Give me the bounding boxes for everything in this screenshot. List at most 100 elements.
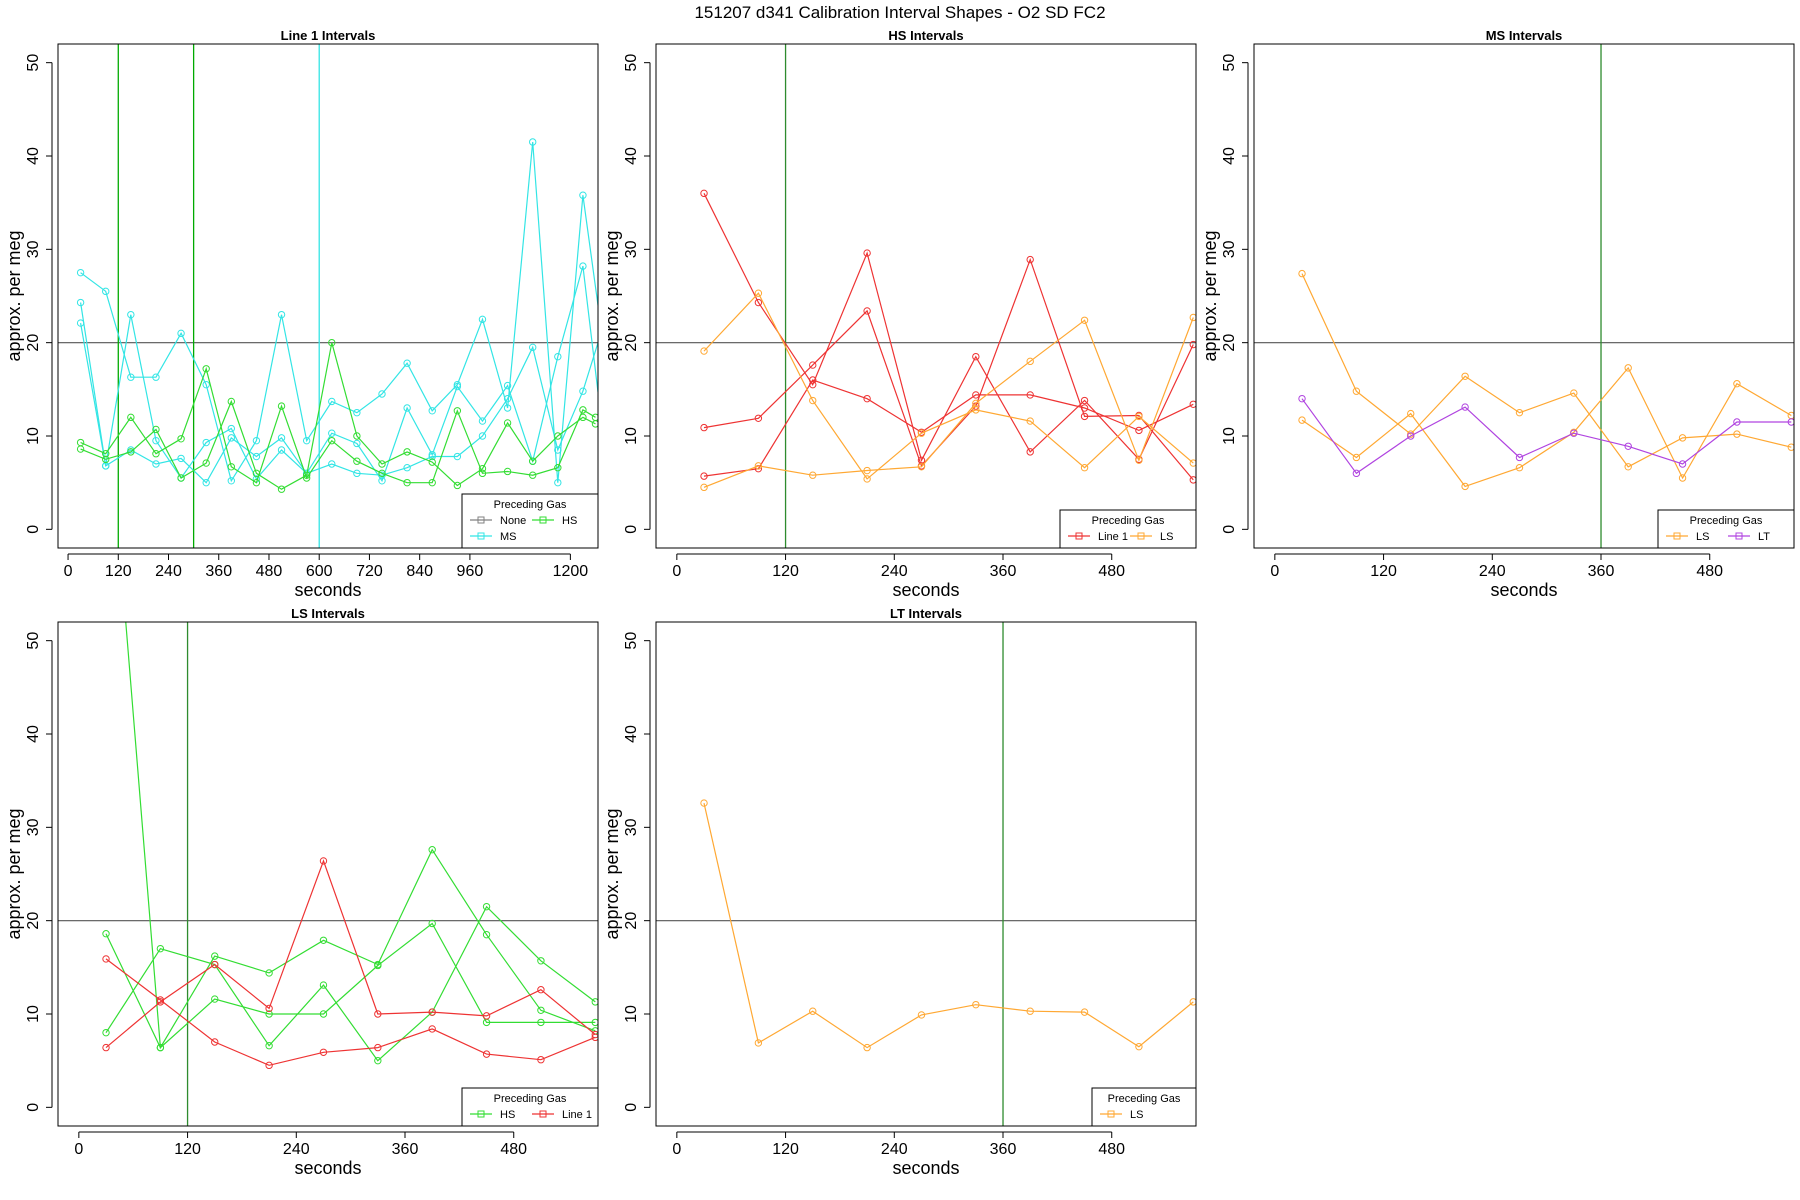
legend-marker	[1735, 532, 1743, 540]
data-point	[1515, 464, 1524, 472]
data-point	[700, 347, 708, 355]
data-point	[1026, 357, 1034, 366]
data-point	[478, 417, 487, 425]
data-point	[478, 315, 487, 324]
data-point	[103, 376, 109, 382]
data-point	[537, 1006, 545, 1014]
data-point	[319, 981, 328, 989]
data-point	[1189, 998, 1196, 1006]
data-point	[554, 432, 562, 440]
x-tick-label: 480	[1696, 563, 1723, 580]
data-point	[353, 457, 361, 465]
y-axis-label: approx. per meg	[602, 808, 622, 939]
y-tick-label: 50	[623, 54, 640, 72]
x-tick-label: 120	[772, 563, 799, 580]
data-point	[374, 1043, 382, 1052]
data-point	[579, 387, 587, 395]
legend-marker	[477, 516, 485, 524]
data-point	[1026, 448, 1034, 456]
data-point	[211, 960, 219, 969]
data-point	[265, 1004, 273, 1013]
legend-marker	[539, 1110, 547, 1118]
legend-entry: HS	[562, 515, 577, 527]
data-point	[227, 477, 236, 485]
data-point	[1352, 453, 1361, 462]
series-line-ls	[703, 317, 1194, 488]
y-tick-label: 40	[25, 147, 42, 165]
data-point	[579, 262, 587, 270]
data-point	[277, 485, 286, 493]
data-point	[403, 478, 411, 487]
data-point	[482, 1012, 491, 1020]
data-point	[127, 446, 135, 454]
plot-area	[58, 376, 598, 1126]
series-line-hs	[105, 922, 596, 1049]
data-point	[127, 413, 135, 422]
data-point	[554, 352, 562, 361]
legend-box	[461, 1087, 599, 1127]
x-tick-label: 240	[1479, 563, 1506, 580]
legend-marker	[1107, 1110, 1115, 1118]
x-tick-label: 240	[283, 1141, 310, 1158]
data-point	[453, 481, 462, 490]
y-axis: 0 10 20 30 40 50 approx. per meg	[602, 54, 651, 534]
x-axis: 0 120 240 360 480 seconds	[74, 1131, 527, 1178]
data-point	[152, 460, 160, 468]
x-tick-label: 120	[105, 563, 132, 580]
data-point	[754, 289, 763, 297]
plot-frame	[1253, 43, 1795, 549]
data-point	[102, 955, 110, 963]
y-tick-label: 10	[25, 1005, 42, 1023]
data-point	[403, 404, 411, 412]
legend-marker	[1075, 532, 1083, 540]
data-point	[252, 478, 261, 487]
legend-box	[1657, 509, 1795, 549]
panel-2: HS Intervals 0 120 240 360 480 seconds 0 10 20 30 4…	[602, 28, 1197, 600]
data-point	[1080, 316, 1089, 324]
x-tick-label: 0	[1270, 563, 1279, 580]
data-point	[102, 930, 110, 938]
figure-title: 151207 d341 Calibration Interval Shapes …	[694, 3, 1105, 22]
plot-area	[58, 44, 598, 548]
data-point	[503, 381, 512, 390]
x-axis: 0 120 240 360 480 seconds	[1270, 553, 1723, 600]
data-point	[528, 457, 537, 465]
y-axis-label: approx. per meg	[602, 230, 622, 361]
series-line-hs	[105, 905, 596, 1062]
series-line-line-1	[703, 379, 1194, 477]
data-point	[428, 452, 436, 461]
data-point	[972, 391, 980, 399]
x-tick-label: 120	[772, 1141, 799, 1158]
data-point	[202, 438, 210, 447]
y-tick-label: 50	[1221, 54, 1238, 72]
panel-title: LT Intervals	[890, 606, 962, 621]
legend-marker	[477, 1110, 485, 1118]
data-point	[1135, 456, 1143, 464]
x-tick-label: 360	[990, 563, 1017, 580]
data-point	[202, 478, 210, 487]
x-tick-label: 0	[74, 1141, 83, 1158]
data-point	[1080, 404, 1089, 412]
x-tick-label: 360	[1588, 563, 1615, 580]
data-point	[917, 1011, 926, 1019]
data-point	[554, 464, 562, 472]
data-point	[863, 466, 871, 475]
data-point	[754, 1039, 763, 1047]
y-tick-label: 40	[623, 725, 640, 743]
series-line-line-1	[703, 193, 1194, 462]
data-point	[202, 380, 210, 389]
data-point	[428, 919, 436, 928]
x-axis: 0 120 240 360 480 600 720 840 960 1200 seconds	[64, 553, 588, 600]
data-point	[102, 1028, 110, 1037]
x-axis: 0 120 240 360 480 seconds	[672, 553, 1125, 600]
data-point	[378, 460, 386, 468]
data-point	[591, 1030, 598, 1039]
x-tick-label: 240	[155, 563, 182, 580]
data-point	[374, 961, 382, 970]
data-point	[1733, 418, 1741, 426]
data-point	[428, 407, 436, 415]
data-point	[152, 450, 160, 458]
data-point	[211, 1038, 219, 1046]
data-point	[328, 436, 336, 445]
